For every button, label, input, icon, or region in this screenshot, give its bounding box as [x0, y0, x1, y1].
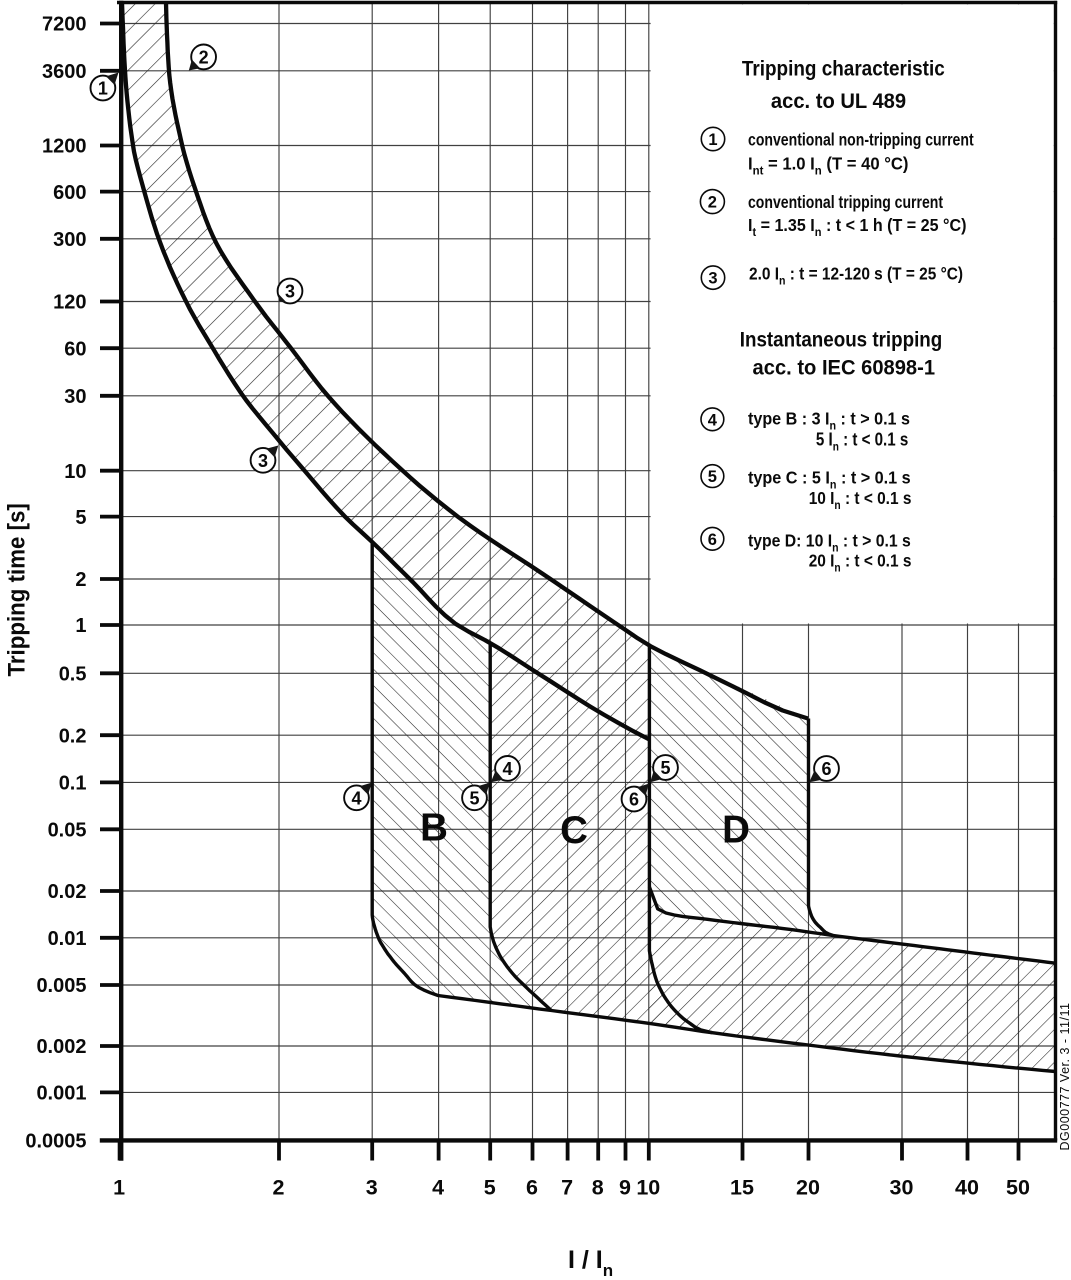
svg-text:0.1: 0.1	[59, 773, 87, 795]
svg-text:type B : 3 In​ : t > 0.1 s: type B : 3 In​ : t > 0.1 s	[748, 409, 910, 433]
svg-text:1: 1	[708, 131, 717, 149]
svg-text:7200: 7200	[42, 14, 87, 36]
svg-text:2: 2	[708, 194, 717, 212]
svg-text:600: 600	[53, 182, 86, 204]
svg-text:6: 6	[526, 1176, 538, 1200]
svg-text:4: 4	[351, 788, 361, 808]
svg-text:acc. to IEC 60898-1: acc. to IEC 60898-1	[753, 356, 935, 380]
svg-text:Int​ = 1.0 In​ (T = 40 °C): Int​ = 1.0 In​ (T = 40 °C)	[748, 154, 908, 177]
svg-text:Tripping time [s]: Tripping time [s]	[3, 503, 30, 676]
svg-text:acc. to UL 489: acc. to UL 489	[771, 89, 906, 113]
svg-text:10: 10	[636, 1176, 660, 1200]
svg-text:40: 40	[955, 1176, 979, 1200]
svg-text:B: B	[420, 807, 448, 850]
svg-text:D: D	[722, 809, 750, 852]
svg-text:1200: 1200	[42, 136, 87, 158]
svg-text:4: 4	[502, 759, 512, 779]
svg-text:10 In​ : t < 0.1 s: 10 In​ : t < 0.1 s	[809, 488, 912, 512]
svg-text:1: 1	[75, 615, 86, 637]
svg-text:0.02: 0.02	[48, 881, 87, 903]
svg-text:6: 6	[629, 790, 639, 810]
svg-text:5: 5	[708, 468, 717, 486]
svg-text:30: 30	[890, 1176, 914, 1200]
svg-text:300: 300	[53, 229, 86, 251]
svg-text:3600: 3600	[42, 61, 87, 83]
svg-text:5: 5	[660, 758, 670, 778]
svg-text:8: 8	[592, 1176, 604, 1200]
svg-text:0.001: 0.001	[36, 1083, 86, 1105]
svg-text:0.5: 0.5	[59, 664, 87, 686]
svg-text:10: 10	[64, 461, 86, 483]
svg-text:3: 3	[258, 451, 268, 471]
svg-text:7: 7	[561, 1176, 573, 1200]
svg-text:3: 3	[285, 282, 295, 302]
svg-text:4: 4	[432, 1176, 444, 1200]
svg-text:0.05: 0.05	[48, 820, 87, 842]
svg-text:3: 3	[366, 1176, 378, 1200]
svg-text:3: 3	[708, 270, 717, 288]
svg-text:conventional non-tripping curr: conventional non-tripping current	[748, 131, 974, 150]
svg-text:Instantaneous tripping: Instantaneous tripping	[740, 328, 942, 351]
svg-text:6: 6	[821, 759, 831, 779]
svg-text:20 In​ : t < 0.1 s: 20 In​ : t < 0.1 s	[809, 550, 912, 574]
svg-text:C: C	[560, 809, 588, 852]
svg-text:0.2: 0.2	[59, 725, 87, 747]
svg-text:4: 4	[708, 411, 718, 429]
svg-text:5: 5	[484, 1176, 496, 1200]
svg-text:5 In​ : t < 0.1 s: 5 In​ : t < 0.1 s	[816, 429, 908, 453]
svg-text:60: 60	[64, 338, 86, 360]
svg-text:conventional tripping current: conventional tripping current	[748, 193, 944, 212]
svg-text:50: 50	[1006, 1176, 1030, 1200]
svg-text:5: 5	[75, 507, 86, 529]
svg-text:It​ = 1.35 In​ : t < 1 h (T: It​ = 1.35 In​ : t < 1 h (T = 25 °C)	[748, 215, 966, 239]
svg-text:30: 30	[64, 386, 86, 408]
svg-text:20: 20	[796, 1176, 820, 1200]
svg-text:15: 15	[730, 1176, 754, 1200]
svg-text:1: 1	[98, 79, 108, 99]
svg-text:0.0005: 0.0005	[25, 1131, 86, 1153]
svg-text:2.0 In​ : t = 12-120 s (T = 2: 2.0 In​ : t = 12-120 s (T = 25 °C)	[749, 265, 963, 288]
svg-text:2: 2	[75, 569, 86, 591]
svg-text:type D: 10 In​ : t > 0.1 s: type D: 10 In​ : t > 0.1 s	[748, 530, 911, 554]
svg-text:0.005: 0.005	[36, 975, 86, 997]
svg-text:Tripping characteristic: Tripping characteristic	[742, 57, 945, 80]
svg-text:1: 1	[113, 1176, 125, 1200]
svg-text:2: 2	[199, 47, 209, 67]
svg-text:6: 6	[708, 531, 717, 549]
svg-text:120: 120	[53, 292, 86, 314]
svg-text:type C : 5 In​ : t > 0.1 s: type C : 5 In​ : t > 0.1 s	[748, 468, 911, 492]
svg-text:2: 2	[273, 1176, 285, 1200]
svg-text:0.01: 0.01	[48, 928, 87, 950]
svg-text:5: 5	[469, 788, 479, 808]
svg-text:0.002: 0.002	[36, 1036, 86, 1058]
svg-text:DG000777 Ver. 3 - 11/11: DG000777 Ver. 3 - 11/11	[1058, 1003, 1071, 1151]
svg-text:9: 9	[619, 1176, 631, 1200]
